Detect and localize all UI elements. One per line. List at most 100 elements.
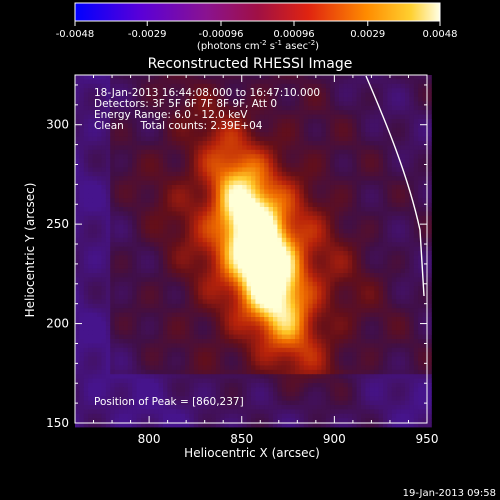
heatmap-cell <box>154 290 159 296</box>
heatmap-cell <box>295 132 300 137</box>
heatmap-cell <box>189 211 195 217</box>
heatmap-cell <box>361 110 366 115</box>
heatmap-cell <box>295 281 300 287</box>
heatmap-cell <box>101 321 107 327</box>
heatmap-cell <box>114 114 120 120</box>
heatmap-cell <box>75 286 80 291</box>
heatmap-cell <box>229 171 234 177</box>
heatmap-cell <box>427 79 432 85</box>
heatmap-cell <box>325 339 331 344</box>
heatmap-cell <box>277 185 283 190</box>
heatmap-cell <box>202 149 208 155</box>
heatmap-cell <box>92 325 98 331</box>
heatmap-cell <box>127 193 133 199</box>
heatmap-cell <box>202 180 208 186</box>
heatmap-cell <box>189 242 195 247</box>
heatmap-cell <box>290 198 296 203</box>
heatmap-cell <box>123 273 129 278</box>
heatmap-cell <box>127 198 133 203</box>
heatmap-cell <box>110 97 115 102</box>
heatmap-cell <box>149 123 155 129</box>
heatmap-cell <box>88 259 93 265</box>
heatmap-cell <box>105 220 111 225</box>
heatmap-cell <box>422 211 428 217</box>
heatmap-cell <box>132 273 137 278</box>
heatmap-cell <box>75 105 80 111</box>
heatmap-cell <box>246 251 252 256</box>
heatmap-cell <box>215 264 221 269</box>
heatmap-cell <box>391 114 397 120</box>
heatmap-cell <box>97 185 102 190</box>
heatmap-cell <box>246 167 252 173</box>
heatmap-cell <box>259 299 265 305</box>
heatmap-cell <box>88 237 93 243</box>
heatmap-cell <box>237 193 243 199</box>
heatmap-cell <box>141 119 146 124</box>
heatmap-cell <box>97 136 102 142</box>
heatmap-cell <box>132 233 137 239</box>
heatmap-cell <box>347 171 353 177</box>
heatmap-cell <box>110 189 115 195</box>
heatmap-cell <box>339 189 344 195</box>
heatmap-cell <box>303 193 309 199</box>
heatmap-cell <box>136 290 142 296</box>
heatmap-cell <box>352 268 357 274</box>
heatmap-cell <box>233 299 239 305</box>
heatmap-cell <box>229 312 234 318</box>
heatmap-cell <box>347 295 353 300</box>
heatmap-cell <box>259 193 265 199</box>
heatmap-cell <box>378 119 384 124</box>
heatmap-cell <box>233 233 239 239</box>
heatmap-cell <box>391 251 397 256</box>
heatmap-cell <box>163 154 168 159</box>
heatmap-cell <box>321 303 327 309</box>
heatmap-cell <box>242 79 247 85</box>
heatmap-cell <box>427 83 432 89</box>
heatmap-cell <box>136 251 142 256</box>
heatmap-cell <box>334 198 340 203</box>
heatmap-cell <box>189 229 195 234</box>
heatmap-cell <box>259 277 265 283</box>
heatmap-cell <box>171 83 177 89</box>
heatmap-cell <box>167 114 173 120</box>
heatmap-cell <box>246 220 252 225</box>
heatmap-cell <box>198 246 203 252</box>
heatmap-cell <box>290 242 296 247</box>
heatmap-cell <box>409 83 415 89</box>
heatmap-cell <box>154 163 159 168</box>
heatmap-cell <box>233 105 239 111</box>
heatmap-cell <box>127 132 133 137</box>
heatmap-cell <box>193 330 199 335</box>
heatmap-cell <box>233 97 239 102</box>
heatmap-cell <box>167 97 173 102</box>
heatmap-cell <box>400 215 406 221</box>
heatmap-cell <box>158 220 164 225</box>
heatmap-cell <box>281 185 287 190</box>
heatmap-cell <box>365 312 371 318</box>
heatmap-cell <box>136 334 142 340</box>
heatmap-cell <box>167 277 173 283</box>
heatmap-cell <box>189 286 195 291</box>
heatmap-cell <box>75 171 80 177</box>
heatmap-cell <box>189 202 195 208</box>
heatmap-cell <box>185 343 190 349</box>
heatmap-cell <box>149 145 155 151</box>
heatmap-cell <box>277 220 283 225</box>
heatmap-cell <box>242 290 247 296</box>
heatmap-cell <box>365 110 371 115</box>
heatmap-cell <box>383 299 388 305</box>
heatmap-cell <box>281 312 287 318</box>
heatmap-cell <box>334 312 340 318</box>
heatmap-cell <box>312 75 318 80</box>
heatmap-cell <box>343 92 349 98</box>
heatmap-cell <box>220 224 225 230</box>
heatmap-cell <box>356 339 362 344</box>
heatmap-cell <box>202 259 208 265</box>
heatmap-cell <box>163 299 168 305</box>
heatmap-cell <box>281 251 287 256</box>
heatmap-cell <box>409 303 415 309</box>
heatmap-cell <box>325 163 331 168</box>
heatmap-cell <box>110 281 115 287</box>
heatmap-cell <box>127 136 133 142</box>
heatmap-cell <box>273 224 278 230</box>
